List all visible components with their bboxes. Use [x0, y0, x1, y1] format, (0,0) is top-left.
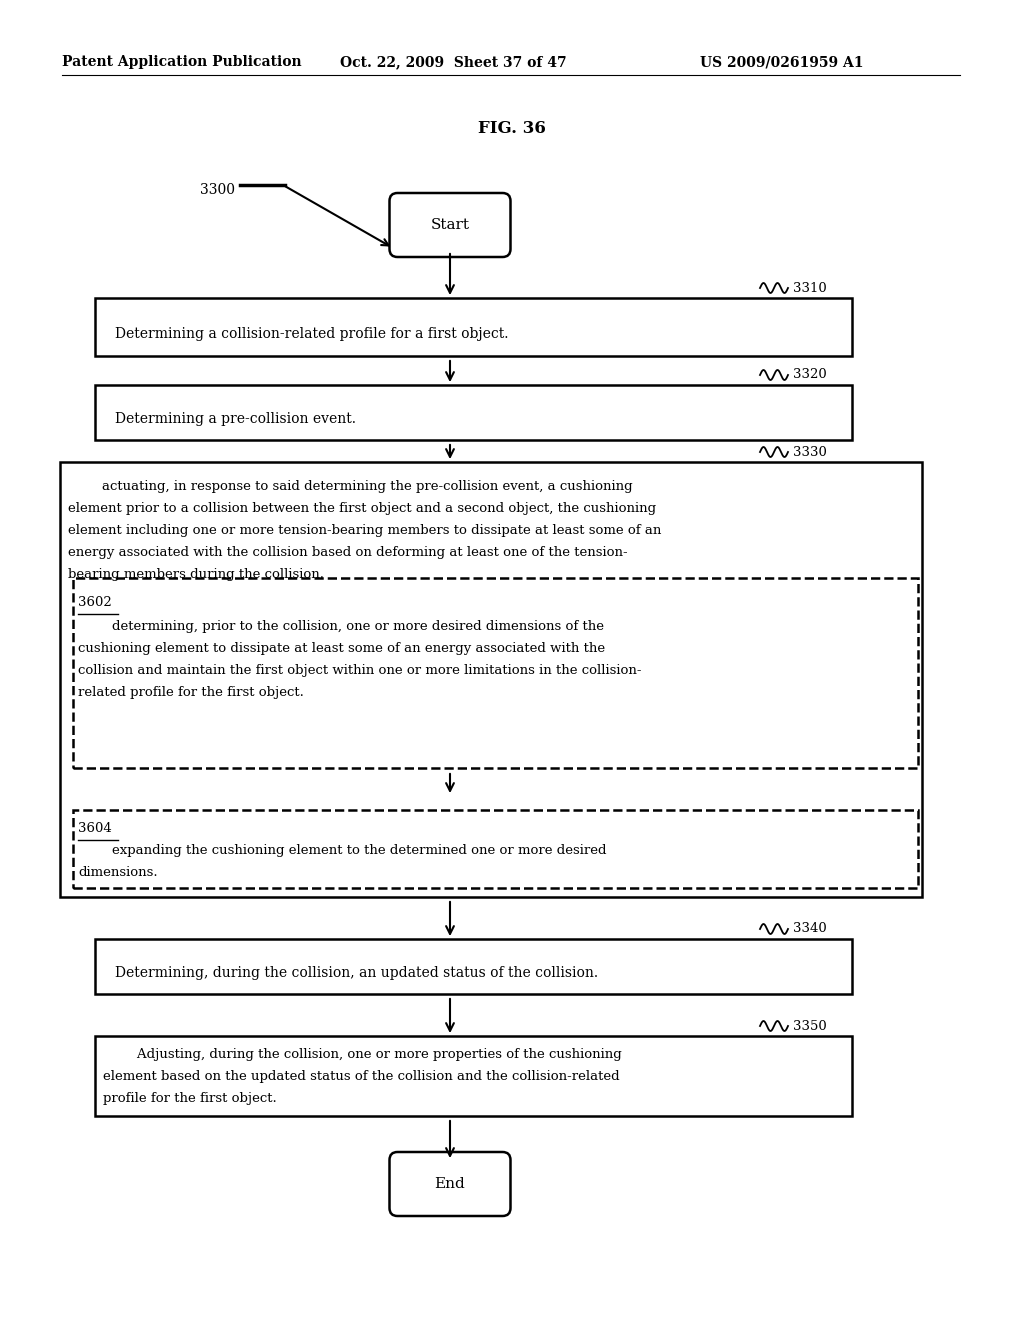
- Text: profile for the first object.: profile for the first object.: [103, 1092, 276, 1105]
- Text: determining, prior to the collision, one or more desired dimensions of the: determining, prior to the collision, one…: [78, 620, 604, 634]
- Text: 3604: 3604: [78, 822, 112, 836]
- Text: Determining, during the collision, an updated status of the collision.: Determining, during the collision, an up…: [115, 966, 598, 979]
- Bar: [95, 939, 852, 994]
- Text: End: End: [434, 1177, 465, 1191]
- Bar: [73, 578, 918, 768]
- Bar: [73, 810, 918, 888]
- Bar: [95, 298, 852, 356]
- Text: Oct. 22, 2009  Sheet 37 of 47: Oct. 22, 2009 Sheet 37 of 47: [340, 55, 566, 69]
- Text: 3320: 3320: [793, 368, 826, 381]
- Text: Adjusting, during the collision, one or more properties of the cushioning: Adjusting, during the collision, one or …: [103, 1048, 622, 1061]
- Text: cushioning element to dissipate at least some of an energy associated with the: cushioning element to dissipate at least…: [78, 642, 605, 655]
- Bar: [95, 385, 852, 440]
- Text: 3350: 3350: [793, 1019, 826, 1032]
- Text: bearing members during the collision.: bearing members during the collision.: [68, 568, 324, 581]
- Text: Patent Application Publication: Patent Application Publication: [62, 55, 302, 69]
- Text: Determining a pre-collision event.: Determining a pre-collision event.: [115, 412, 356, 426]
- Text: US 2009/0261959 A1: US 2009/0261959 A1: [700, 55, 863, 69]
- Text: expanding the cushioning element to the determined one or more desired: expanding the cushioning element to the …: [78, 843, 606, 857]
- Text: actuating, in response to said determining the pre-collision event, a cushioning: actuating, in response to said determini…: [68, 480, 633, 492]
- Text: 3300: 3300: [200, 183, 234, 197]
- Text: Determining a collision-related profile for a first object.: Determining a collision-related profile …: [115, 327, 509, 341]
- Text: FIG. 36: FIG. 36: [478, 120, 546, 137]
- Text: Start: Start: [430, 218, 469, 232]
- Bar: [60, 462, 922, 898]
- Text: 3340: 3340: [793, 923, 826, 936]
- Text: element including one or more tension-bearing members to dissipate at least some: element including one or more tension-be…: [68, 524, 662, 537]
- Bar: [95, 1036, 852, 1115]
- Text: 3310: 3310: [793, 281, 826, 294]
- Text: collision and maintain the first object within one or more limitations in the co: collision and maintain the first object …: [78, 664, 641, 677]
- FancyBboxPatch shape: [389, 1152, 511, 1216]
- Text: dimensions.: dimensions.: [78, 866, 158, 879]
- Text: energy associated with the collision based on deforming at least one of the tens: energy associated with the collision bas…: [68, 546, 628, 558]
- Text: 3330: 3330: [793, 446, 826, 458]
- Text: related profile for the first object.: related profile for the first object.: [78, 686, 304, 700]
- Text: element prior to a collision between the first object and a second object, the c: element prior to a collision between the…: [68, 502, 656, 515]
- FancyBboxPatch shape: [389, 193, 511, 257]
- Text: element based on the updated status of the collision and the collision-related: element based on the updated status of t…: [103, 1071, 620, 1082]
- Text: 3602: 3602: [78, 597, 112, 609]
